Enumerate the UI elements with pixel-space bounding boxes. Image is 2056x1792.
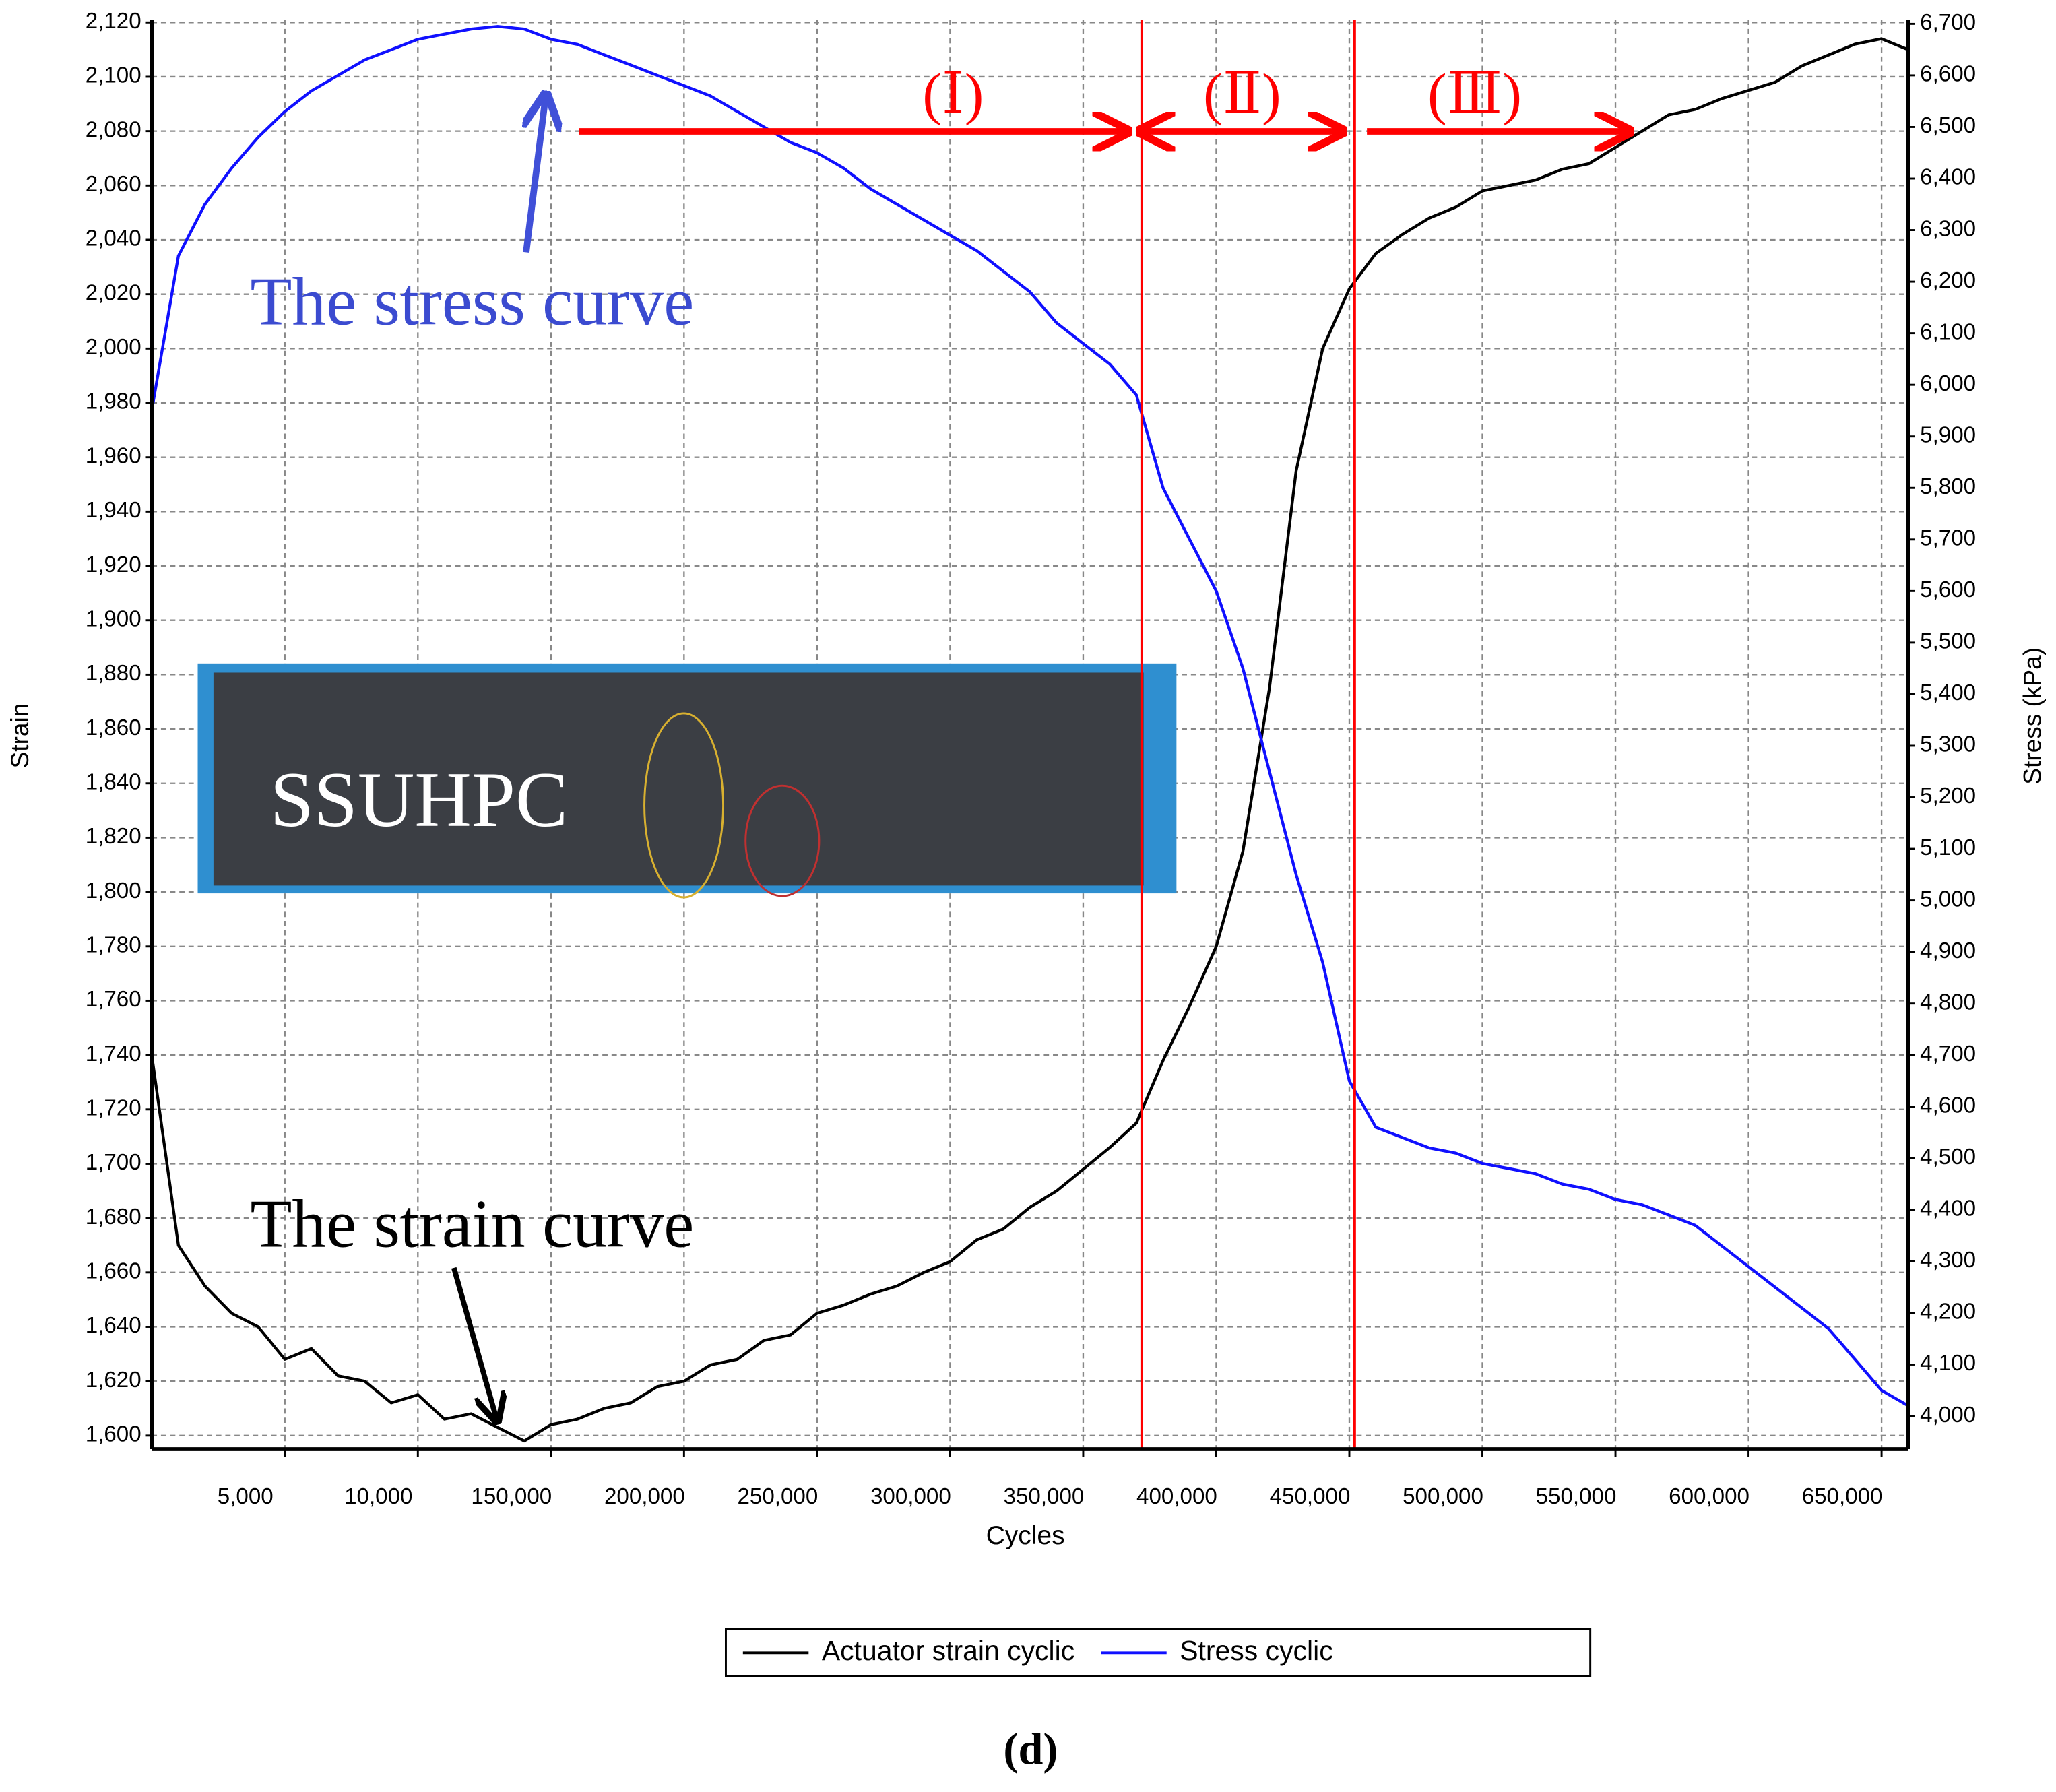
inset-label: SSUHPC	[270, 757, 568, 843]
y2-tick-label: 6,700	[1920, 10, 1976, 35]
y2-tick-label: 6,000	[1920, 371, 1976, 396]
y2-tick-label: 4,700	[1920, 1042, 1976, 1066]
y-tick-label: 1,620	[86, 1368, 141, 1393]
y2-tick-label: 5,200	[1920, 783, 1976, 808]
x-tick-label: 500,000	[1403, 1484, 1483, 1509]
y-tick-label: 1,740	[86, 1042, 141, 1066]
plot: 1,600 1,620 1,640 1,660 1,680 1,700 1,720 1,740…	[86, 9, 1976, 1509]
y-tick-label: 1,720	[86, 1096, 141, 1121]
specimen	[213, 672, 1144, 886]
x-tick-label: 250,000	[737, 1484, 818, 1509]
inset-photo: SSUHPC	[197, 663, 1177, 899]
y2-tick-label: 4,900	[1920, 938, 1976, 963]
x-tick-label: 300,000	[870, 1484, 951, 1509]
y2-tick-label: 4,300	[1920, 1248, 1976, 1273]
x-tick-label: 5,000	[218, 1484, 274, 1509]
annotations: (Ⅰ) (Ⅱ) (Ⅲ) The stress curve The strain …	[251, 62, 1630, 1421]
x-tick-label: 400,000	[1136, 1484, 1217, 1509]
y2-tick-label: 5,800	[1920, 474, 1976, 499]
y2-tick-label: 4,800	[1920, 990, 1976, 1015]
y2-tick-label: 6,200	[1920, 268, 1976, 293]
y-tick-label: 1,840	[86, 769, 141, 794]
legend-label: Stress cyclic	[1180, 1635, 1332, 1666]
y2-tick-label: 4,400	[1920, 1196, 1976, 1221]
y-tick-label: 1,600	[86, 1422, 141, 1447]
y2-tick-label: 4,100	[1920, 1351, 1976, 1376]
grid	[152, 20, 1908, 1450]
series-line	[150, 25, 1909, 1407]
y2-tick-label: 5,100	[1920, 835, 1976, 860]
y-tick-label: 1,920	[86, 552, 141, 577]
y-tick-label: 2,120	[86, 9, 141, 34]
x-tick-label: 200,000	[604, 1484, 685, 1509]
y2-tick-label: 5,400	[1920, 680, 1976, 705]
y-tick-label: 2,000	[86, 335, 141, 360]
y2-tick-label: 5,300	[1920, 732, 1976, 757]
y-tick-label: 2,020	[86, 280, 141, 305]
x-tick-label: 150,000	[471, 1484, 552, 1509]
y2-tick-label: 5,000	[1920, 887, 1976, 911]
y-tick-label: 1,640	[86, 1313, 141, 1338]
y-tick-label: 1,760	[86, 987, 141, 1012]
y2-tick-label: 5,600	[1920, 577, 1976, 602]
y-tick-label: 2,100	[86, 63, 141, 88]
x-tick-label: 10,000	[344, 1484, 412, 1509]
legend-label: Actuator strain cyclic	[822, 1635, 1074, 1666]
y-tick-label: 2,060	[86, 172, 141, 197]
y2-tick-label: 6,600	[1920, 62, 1976, 87]
x-tick-label: 550,000	[1536, 1484, 1617, 1509]
pointer-arrow	[451, 1267, 497, 1421]
y-tick-label: 1,940	[86, 498, 141, 523]
x-axis-title: Cycles	[986, 1521, 1065, 1550]
pointer-arrow	[526, 94, 546, 253]
x-tick-label: 450,000	[1270, 1484, 1351, 1509]
y2-axis-title: Stress (kPa)	[2018, 647, 2047, 785]
y2-tick-label: 6,300	[1920, 216, 1976, 241]
y2-tick-label: 4,600	[1920, 1093, 1976, 1118]
y-tick-label: 1,980	[86, 389, 141, 414]
y2-tick-label: 4,500	[1920, 1145, 1976, 1170]
phase-label: (Ⅲ)	[1427, 62, 1522, 126]
y2-tick-label: 6,400	[1920, 165, 1976, 190]
y-tick-label: 1,680	[86, 1205, 141, 1229]
y-tick-label: 2,040	[86, 226, 141, 251]
y-tick-label: 1,880	[86, 661, 141, 686]
x-tick-label: 600,000	[1669, 1484, 1749, 1509]
phase-label: (Ⅱ)	[1203, 62, 1281, 126]
y2-tick-label: 5,500	[1920, 629, 1976, 654]
y-tick-label: 1,700	[86, 1150, 141, 1175]
annotation: The strain curve	[251, 1186, 695, 1262]
caption: (d)	[1003, 1725, 1058, 1774]
y-tick-label: 1,660	[86, 1259, 141, 1284]
y-tick-label: 1,900	[86, 606, 141, 631]
y2-tick-label: 6,100	[1920, 319, 1976, 344]
crack-mark	[643, 712, 725, 899]
y-axis-title: Strain	[5, 703, 34, 769]
y2-tick-label: 5,700	[1920, 526, 1976, 551]
y-tick-label: 1,780	[86, 933, 141, 958]
y2-tick-label: 4,200	[1920, 1300, 1976, 1324]
y2-tick-label: 4,000	[1920, 1403, 1976, 1428]
y-tick-label: 1,860	[86, 715, 141, 740]
y2-tick-label: 6,500	[1920, 113, 1976, 138]
y-tick-label: 2,080	[86, 117, 141, 142]
annotation: The stress curve	[251, 264, 695, 340]
phase-label: (Ⅰ)	[922, 62, 984, 126]
y-tick-label: 1,820	[86, 824, 141, 849]
y-tick-label: 1,960	[86, 443, 141, 468]
y2-tick-label: 5,900	[1920, 422, 1976, 447]
crack-mark	[744, 784, 821, 897]
x-tick-label: 350,000	[1004, 1484, 1085, 1509]
y-tick-label: 1,800	[86, 878, 141, 903]
legend: Actuator strain cyclic Stress cyclic	[725, 1628, 1592, 1677]
x-tick-label: 650,000	[1802, 1484, 1883, 1509]
